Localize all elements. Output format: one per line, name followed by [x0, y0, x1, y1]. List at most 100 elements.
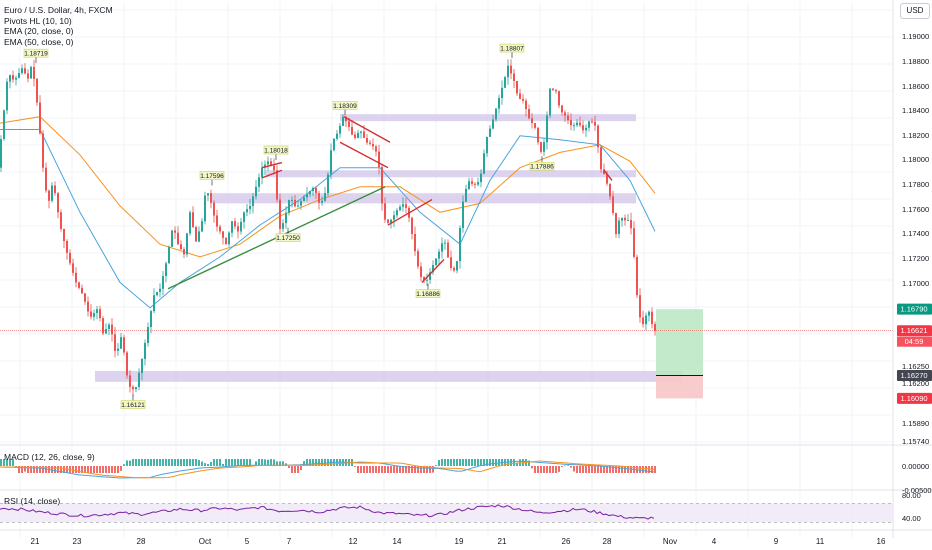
macd-histogram-bar	[462, 459, 464, 466]
candle-body	[267, 161, 269, 165]
candle-body	[597, 125, 599, 148]
time-tick-label: Nov	[663, 537, 677, 546]
macd-histogram-bar	[27, 466, 29, 473]
candle-body	[126, 352, 128, 376]
candle-body	[90, 311, 92, 317]
pivot-label-box	[263, 145, 289, 155]
candle-body	[75, 272, 77, 283]
macd-histogram-bar	[585, 466, 587, 473]
candle-body	[27, 73, 29, 79]
macd-histogram-bar	[246, 459, 248, 466]
candle-body	[189, 212, 191, 234]
candle-body	[294, 199, 296, 207]
candle-body	[471, 181, 473, 184]
macd-histogram-bar	[543, 466, 545, 473]
pivot-label-box	[23, 48, 49, 58]
candle-body	[384, 203, 386, 220]
macd-signal-line	[0, 460, 655, 479]
price-tick-label: 1.16200	[902, 379, 929, 388]
candle-body	[486, 136, 488, 154]
price-tick-label: 1.15890	[902, 419, 929, 428]
candle-body	[615, 212, 617, 234]
candle-body	[21, 68, 23, 74]
candle-body	[522, 98, 524, 101]
price-tick-label: 1.17800	[902, 180, 929, 189]
candle-body	[375, 146, 377, 152]
macd-histogram-bar	[321, 459, 323, 466]
macd-histogram-bar	[300, 466, 302, 471]
price-tick-label: 1.17200	[902, 254, 929, 263]
position-loss-zone	[656, 375, 703, 399]
candle-body	[153, 295, 155, 312]
candle-body	[57, 193, 59, 213]
macd-histogram-bar	[120, 466, 122, 471]
candle-body	[603, 169, 605, 175]
macd-histogram-bar	[510, 459, 512, 466]
candle-body	[366, 137, 368, 143]
pivot-label-box	[332, 101, 358, 110]
macd-histogram-bar	[513, 459, 515, 466]
candle-body	[534, 123, 536, 128]
candle-body	[279, 199, 281, 229]
candle-body	[312, 187, 314, 192]
candle-body	[456, 261, 458, 271]
macd-histogram-bar	[444, 459, 446, 466]
macd-histogram-bar	[195, 459, 197, 466]
candle-body	[144, 342, 146, 359]
trendline-red	[343, 116, 391, 143]
candle-body	[585, 127, 587, 131]
candle-body	[624, 217, 626, 221]
indicator-ema50[interactable]: EMA (50, close, 0)	[4, 36, 74, 47]
macd-histogram-bar	[405, 466, 407, 473]
macd-histogram-bar	[60, 466, 62, 473]
candle-body	[348, 121, 350, 127]
pivot-label: 1.16886	[416, 291, 440, 298]
candle-body	[30, 67, 32, 79]
countdown-label: 04:59	[905, 337, 924, 346]
macd-histogram-bar	[489, 459, 491, 466]
candle-body	[648, 311, 650, 316]
currency-button[interactable]: USD	[900, 3, 930, 19]
indicator-pivots[interactable]: Pivots HL (10, 10)	[4, 15, 72, 26]
countdown-box	[897, 336, 932, 347]
zone-resistance-mid	[266, 170, 636, 178]
rsi-line	[0, 504, 655, 520]
macd-histogram-bar	[177, 459, 179, 466]
candle-body	[519, 93, 521, 99]
candle-body	[207, 193, 209, 196]
candle-body	[72, 263, 74, 273]
candle-body	[507, 65, 509, 78]
chart-legend: Euro / U.S. Dollar, 4h, FXCM Pivots HL (…	[4, 5, 113, 47]
macd-histogram-bar	[354, 466, 356, 467]
price-tag-target: 1.16790	[900, 305, 927, 314]
macd-histogram-bar	[579, 466, 581, 473]
macd-histogram-bar	[594, 466, 596, 473]
candle-body	[120, 337, 122, 349]
symbol-title[interactable]: Euro / U.S. Dollar, 4h, FXCM	[4, 5, 113, 15]
candle-body	[162, 276, 164, 289]
macd-histogram-bar	[384, 466, 386, 473]
macd-histogram-bar	[270, 459, 272, 466]
macd-histogram-bar	[54, 466, 56, 473]
macd-histogram-bar	[459, 459, 461, 466]
macd-histogram-bar	[357, 466, 359, 473]
macd-histogram-bar	[477, 459, 479, 466]
indicator-ema20[interactable]: EMA (20, close, 0)	[4, 26, 74, 37]
candle-body	[411, 217, 413, 234]
candle-body	[528, 109, 530, 119]
pivot-label-box	[275, 233, 301, 242]
macd-histogram-bar	[141, 459, 143, 466]
macd-histogram-bar	[99, 466, 101, 473]
macd-label[interactable]: MACD (12, 26, close, 9)	[4, 452, 95, 462]
macd-histogram-bar	[267, 459, 269, 466]
macd-histogram-bar	[72, 466, 74, 473]
candle-body	[132, 386, 134, 390]
candle-body	[609, 183, 611, 197]
price-tick-label: 1.19000	[902, 32, 929, 41]
macd-histogram-bar	[78, 466, 80, 473]
rsi-label[interactable]: RSI (14, close)	[4, 496, 61, 506]
candle-body	[435, 258, 437, 265]
macd-histogram-bar	[420, 466, 422, 473]
macd-histogram-bar	[117, 466, 119, 473]
